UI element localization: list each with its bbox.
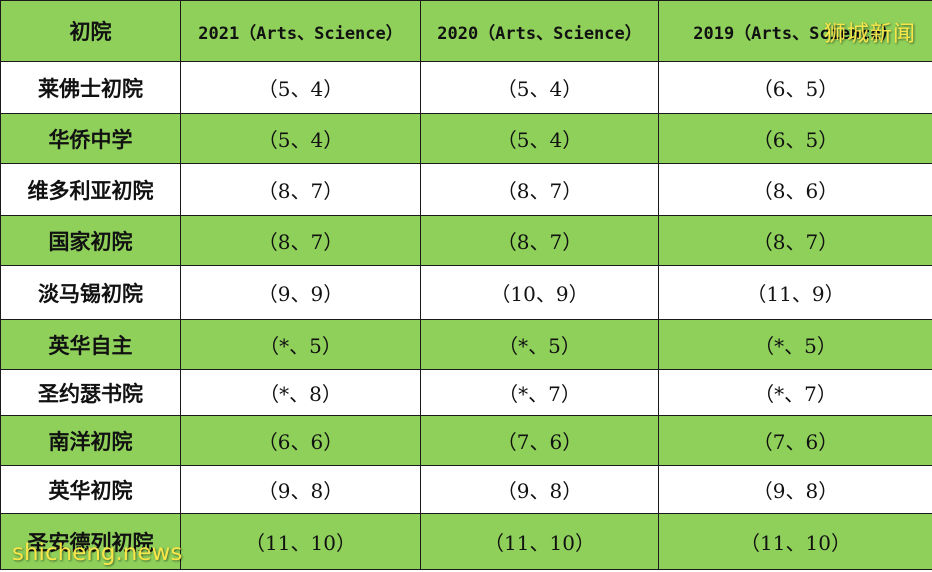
school-name: 维多利亚初院 — [0, 163, 181, 216]
table-row: 淡马锡初院 （9、9） （10、9） （11、9） — [0, 265, 932, 320]
score-2019: （8、6） — [658, 163, 932, 216]
score-2020: （*、7） — [420, 369, 659, 416]
table-row: 莱佛士初院 （5、4） （5、4） （6、5） — [0, 61, 932, 114]
score-2019: （*、7） — [658, 369, 932, 416]
score-2020: （*、5） — [420, 319, 659, 370]
score-2019: （8、7） — [658, 215, 932, 266]
table-row: 南洋初院 （6、6） （7、6） （7、6） — [0, 415, 932, 466]
school-name: 圣约瑟书院 — [0, 369, 181, 416]
score-2019: （11、9） — [658, 265, 932, 320]
table-row: 英华初院 （9、8） （9、8） （9、8） — [0, 465, 932, 514]
score-2019: （7、6） — [658, 415, 932, 466]
table-row: 圣约瑟书院 （*、8） （*、7） （*、7） — [0, 369, 932, 416]
table-row: 华侨中学 （5、4） （5、4） （6、5） — [0, 113, 932, 164]
score-2020: （7、6） — [420, 415, 659, 466]
score-2021: （11、10） — [180, 513, 421, 570]
school-name: 国家初院 — [0, 215, 181, 266]
score-2021: （8、7） — [180, 163, 421, 216]
school-name: 英华初院 — [0, 465, 181, 514]
table-row: 圣安德列初院 （11、10） （11、10） （11、10） — [0, 513, 932, 570]
table-header-row: 初院 2021（Arts、Science） 2020（Arts、Science）… — [0, 0, 932, 62]
header-2019: 2019（Arts、Science） — [658, 0, 932, 62]
score-2020: （5、4） — [420, 113, 659, 164]
table-row: 英华自主 （*、5） （*、5） （*、5） — [0, 319, 932, 370]
score-2021: （5、4） — [180, 61, 421, 114]
score-2021: （*、8） — [180, 369, 421, 416]
score-2020: （5、4） — [420, 61, 659, 114]
score-2021: （6、6） — [180, 415, 421, 466]
score-2021: （9、8） — [180, 465, 421, 514]
score-2020: （11、10） — [420, 513, 659, 570]
score-2020: （8、7） — [420, 163, 659, 216]
table-row: 国家初院 （8、7） （8、7） （8、7） — [0, 215, 932, 266]
score-2019: （*、5） — [658, 319, 932, 370]
score-2021: （8、7） — [180, 215, 421, 266]
school-name: 圣安德列初院 — [0, 513, 181, 570]
score-2019: （11、10） — [658, 513, 932, 570]
header-2020: 2020（Arts、Science） — [420, 0, 659, 62]
score-2021: （9、9） — [180, 265, 421, 320]
score-2021: （5、4） — [180, 113, 421, 164]
school-name: 南洋初院 — [0, 415, 181, 466]
score-2020: （9、8） — [420, 465, 659, 514]
school-name: 英华自主 — [0, 319, 181, 370]
table-row: 维多利亚初院 （8、7） （8、7） （8、6） — [0, 163, 932, 216]
score-2019: （9、8） — [658, 465, 932, 514]
score-2019: （6、5） — [658, 61, 932, 114]
header-2021: 2021（Arts、Science） — [180, 0, 421, 62]
score-2020: （10、9） — [420, 265, 659, 320]
score-2021: （*、5） — [180, 319, 421, 370]
header-school: 初院 — [0, 0, 181, 62]
school-name: 莱佛士初院 — [0, 61, 181, 114]
school-name: 淡马锡初院 — [0, 265, 181, 320]
school-name: 华侨中学 — [0, 113, 181, 164]
score-2020: （8、7） — [420, 215, 659, 266]
score-2019: （6、5） — [658, 113, 932, 164]
